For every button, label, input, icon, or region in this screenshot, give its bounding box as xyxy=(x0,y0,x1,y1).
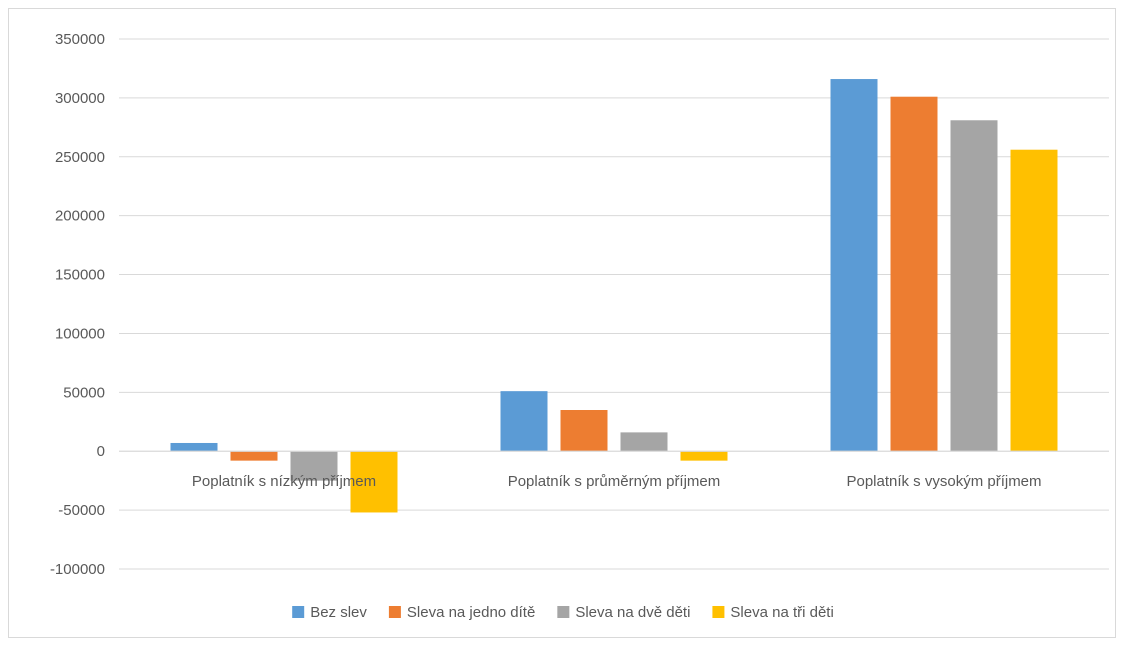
bar xyxy=(950,120,998,452)
bar xyxy=(500,391,548,452)
category-label: Poplatník s vysokým příjmem xyxy=(846,473,1041,490)
y-tick-label: 250000 xyxy=(55,149,105,166)
category-label: Poplatník s průměrným příjmem xyxy=(508,473,721,490)
bar xyxy=(230,451,278,461)
y-axis-tick-labels: 350000 300000 250000 200000 150000 100000 5000… xyxy=(50,31,105,578)
legend: Bez slev Sleva na jedno dítě Sleva na dvě … xyxy=(292,604,834,621)
chart-area: 350000 300000 250000 200000 150000 100000 5000… xyxy=(8,8,1116,638)
y-tick-label: -50000 xyxy=(58,502,105,519)
legend-swatch xyxy=(292,606,305,618)
legend-label: Bez slev xyxy=(310,604,367,621)
legend-swatch xyxy=(388,606,401,618)
bar xyxy=(170,442,218,452)
y-tick-label: 200000 xyxy=(55,208,105,225)
legend-swatch xyxy=(557,606,570,618)
y-tick-label: 50000 xyxy=(63,384,105,401)
bar xyxy=(560,410,608,452)
legend-label: Sleva na jedno dítě xyxy=(407,604,535,621)
legend-item: Bez slev xyxy=(292,604,367,621)
bar xyxy=(680,451,728,461)
gridlines xyxy=(119,38,1109,570)
category-labels: Poplatník s nízkým příjmem Poplatník s pr… xyxy=(192,473,1042,490)
bar xyxy=(1010,149,1058,452)
y-tick-label: 300000 xyxy=(55,90,105,107)
legend-item: Sleva na dvě děti xyxy=(557,604,690,621)
bar xyxy=(350,451,398,513)
legend-label: Sleva na tři děti xyxy=(730,604,833,621)
bar xyxy=(620,432,668,452)
bars xyxy=(170,79,1058,513)
bar xyxy=(830,79,878,452)
legend-item: Sleva na tři děti xyxy=(712,604,834,621)
y-tick-label: 150000 xyxy=(55,267,105,284)
bar xyxy=(890,96,938,452)
category-label: Poplatník s nízkým příjmem xyxy=(192,473,376,490)
legend-label: Sleva na dvě děti xyxy=(575,604,690,621)
y-tick-label: 350000 xyxy=(55,31,105,48)
legend-swatch xyxy=(712,606,725,618)
y-tick-label: 0 xyxy=(97,443,105,460)
y-tick-label: -100000 xyxy=(50,561,105,578)
y-tick-label: 100000 xyxy=(55,325,105,342)
bar xyxy=(290,451,338,481)
bar-chart: 350000 300000 250000 200000 150000 100000 5000… xyxy=(50,31,1109,621)
legend-item: Sleva na jedno dítě xyxy=(388,604,535,621)
